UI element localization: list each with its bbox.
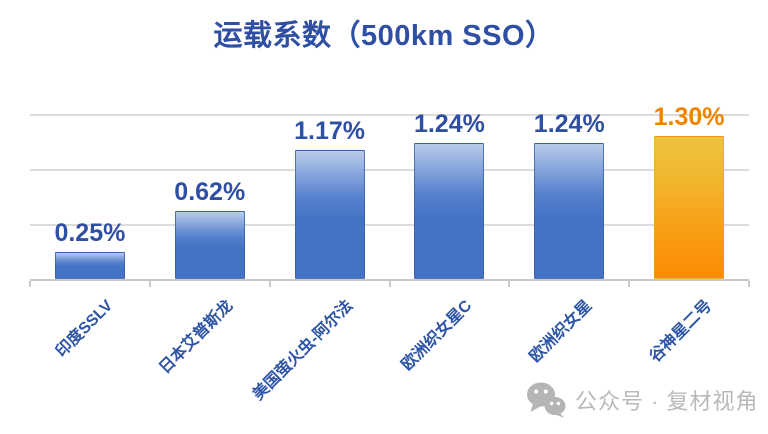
category-label: 日本艾普斯龙 [156, 297, 237, 378]
x-axis-tick [268, 281, 271, 287]
bar [654, 136, 725, 279]
gridline [30, 114, 749, 116]
watermark-text: 公众号 · 复材视角 [575, 388, 759, 414]
chart-title: 运载系数（500km SSO） [213, 20, 555, 52]
x-axis-tick [628, 281, 631, 287]
wechat-icon [526, 381, 566, 418]
bar-value-label: 0.25% [54, 218, 126, 247]
bar [534, 142, 605, 279]
bar-value-label: 1.24% [413, 109, 485, 138]
bar [294, 150, 365, 279]
watermark: 公众号 · 复材视角 [526, 381, 759, 418]
x-axis-tick [748, 281, 750, 287]
bar [414, 142, 485, 279]
bar [174, 210, 245, 279]
category-label: 欧洲织女星C [398, 297, 476, 375]
bar-value-label: 1.17% [294, 117, 366, 146]
category-label: 美国萤火虫-阿尔法 [249, 297, 356, 404]
bar-value-label: 1.30% [653, 103, 725, 131]
x-axis-tick [148, 281, 151, 287]
x-axis-tick [29, 281, 31, 287]
bar [54, 251, 125, 279]
gridline [30, 224, 749, 226]
bar-value-label: 1.24% [533, 109, 605, 138]
bar-value-label: 0.62% [174, 177, 246, 206]
x-axis-line [30, 279, 749, 281]
x-axis-tick [508, 281, 511, 287]
gridline [30, 169, 749, 171]
x-axis-tick [388, 281, 391, 287]
